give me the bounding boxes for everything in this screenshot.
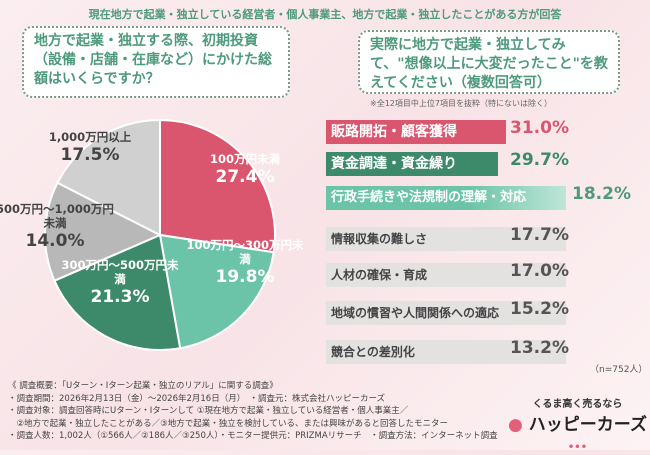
- elephant-icon: ●: [508, 415, 523, 435]
- pie-label: 500万円～1,000万円未満 14.0%: [0, 202, 115, 252]
- note: ※全12項目中上位7項目を抜粋（特にないは除く）: [370, 99, 552, 108]
- pie-slice: [158, 233, 275, 350]
- footer-line: ②地方で起業・独立したことがある／③地方で起業・独立を検討している、または興味が…: [8, 418, 449, 429]
- bar-value: 13.2%: [510, 338, 569, 358]
- bar-value: 17.0%: [510, 261, 569, 281]
- bar: 資金調達・資金繰り: [326, 152, 499, 176]
- question-2: 実際に地方で起業・独立してみて、"想像以上に大変だったこと"を教えてください（複…: [358, 30, 620, 94]
- pie-label-value: 19.8%: [215, 267, 275, 287]
- footer-line: ・調査対象：調査回答時にUターン・Iターンして ①現在地方で起業・独立している経…: [8, 406, 409, 416]
- pie-label-text: 1,000万円以上: [48, 130, 132, 144]
- logo-tagline: くるま高く売るなら: [532, 399, 623, 410]
- bar: 情報収集の難しさ: [326, 227, 566, 251]
- footer-line: ・調査人数：1,002人（①566人／②186人／③250人）・モニター提供元：…: [8, 431, 498, 441]
- pie-label: 1,000万円以上 17.5%: [30, 130, 150, 166]
- pie-label-value: 27.4%: [215, 167, 275, 187]
- header: 現在地方で起業・独立している経営者・個人事業主、地方で起業・独立したことがある方…: [88, 8, 562, 21]
- bar: 地域の慣習や人間関係への適応: [326, 301, 566, 325]
- pie-slice: [44, 181, 163, 282]
- pie-label-value: 14.0%: [25, 231, 85, 251]
- pie-slice: [56, 118, 161, 237]
- pie-label-text: 300万円～500万円未満: [61, 258, 179, 286]
- sample-size: （n=752人）: [590, 365, 648, 375]
- pie-label-value: 17.5%: [60, 145, 120, 165]
- bar-value: 17.7%: [510, 225, 569, 245]
- bar: 人材の確保・育成: [326, 263, 566, 287]
- pie-slice: [159, 118, 276, 254]
- pie-label: 300万円～500万円未満 21.3%: [60, 258, 180, 308]
- question-1: 地方で起業・独立する際、初期投資（設備・店舗・在庫など）にかけた総額はいくらです…: [22, 26, 290, 98]
- survey-overview: 《 調査概要：「Uターン・Iターン起業・独立のリアル」に関する調査》 ・調査期間…: [8, 380, 498, 443]
- bar-value: 18.2%: [572, 184, 631, 204]
- logo-name: ハッピーカーズ: [528, 415, 647, 435]
- bar: 販路開拓・顧客獲得: [326, 120, 506, 144]
- bar: 行政手続きや法規制の理解・対応: [326, 186, 566, 210]
- bar-value: 31.0%: [510, 118, 569, 138]
- bar-value: 29.7%: [510, 150, 569, 170]
- pie-label: 100万円未満 27.4%: [185, 152, 305, 188]
- pie-label: 100万円～300万円未満 19.8%: [185, 238, 305, 288]
- pie-label-text: 100万円～300万円未満: [186, 238, 304, 266]
- footer-line: ・調査期間：2026年2月13日（金）～2026年2月16日（月） ・調査元：株…: [8, 393, 386, 404]
- pie-label-text: 100万円未満: [209, 152, 280, 166]
- footer-line: 《 調査概要：「Uターン・Iターン起業・独立のリアル」に関する調査》: [8, 381, 278, 391]
- pie-slice: [53, 233, 182, 351]
- pie-chart: [44, 118, 276, 351]
- bar-value: 15.2%: [510, 299, 569, 319]
- pie-label-text: 500万円～1,000万円未満: [0, 202, 114, 230]
- bar: 競合との差別化: [326, 340, 566, 364]
- logo: くるま高く売るなら ● ハッピーカーズ•••: [505, 395, 650, 455]
- pie-label-value: 21.3%: [90, 287, 150, 307]
